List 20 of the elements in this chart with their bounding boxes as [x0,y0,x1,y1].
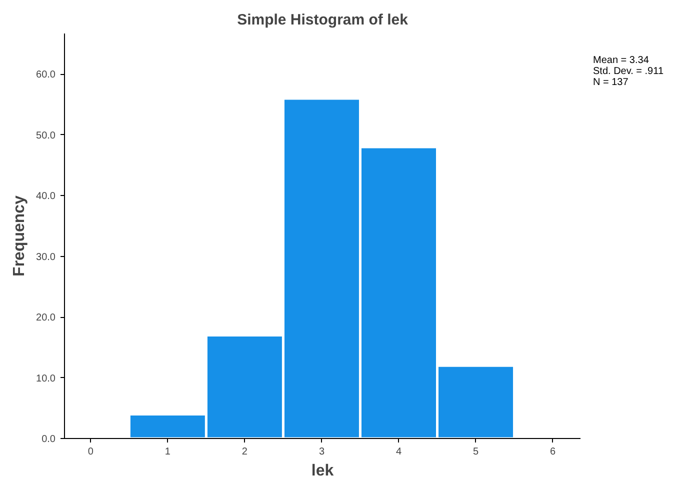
x-axis-title: lek [311,462,334,480]
x-tick-label: 5 [472,446,479,458]
y-axis-title: Frequency [11,195,28,276]
x-tick-label: 4 [396,446,402,458]
text: Std. Dev. = .911 [593,66,664,77]
x-tick-label: 1 [164,446,171,458]
text: Mean = 3.34 [593,55,650,66]
text: N = 137 [593,77,630,88]
y-tick-label: 0.0 [42,434,56,445]
x-tick-label: 3 [318,446,325,458]
chart-title: Simple Histogram of lek [237,12,409,28]
y-tick-label: 50.0 [36,130,56,142]
y-tick-label: 40.0 [36,191,56,202]
x-tick-label: 6 [550,446,556,458]
y-tick-label: 30.0 [36,252,56,263]
y-tick-label: 60.0 [36,70,56,81]
y-tick-label: 10.0 [36,373,56,384]
x-tick-label: 0 [88,446,94,458]
y-tick-label: 20.0 [36,312,56,324]
x-tick-label: 2 [242,446,248,458]
